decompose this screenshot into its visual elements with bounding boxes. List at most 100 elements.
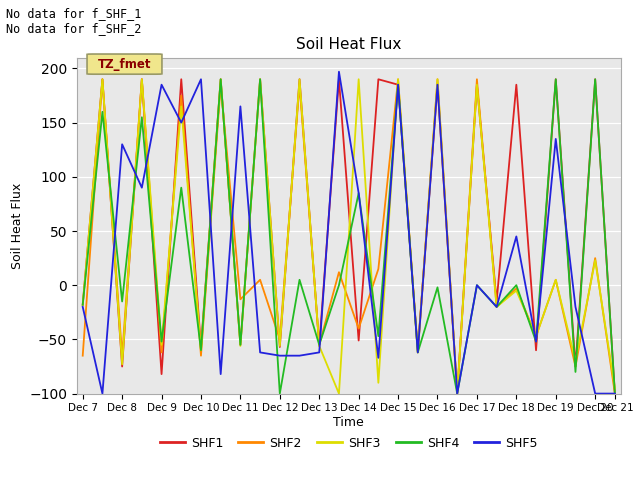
SHF2 [157,349,165,355]
SHF3 [138,76,146,82]
SHF1 [355,337,362,343]
SHF3 [217,76,225,82]
SHF5 [138,185,146,191]
FancyBboxPatch shape [87,54,162,74]
SHF2 [355,326,362,332]
SHF2 [79,353,86,359]
SHF2 [552,277,559,283]
SHF1 [316,343,323,349]
Line: SHF1: SHF1 [83,79,615,394]
SHF2 [217,82,225,87]
SHF1 [591,76,599,82]
SHF2 [532,333,540,339]
SHF1 [138,76,146,82]
SHF3 [197,348,205,353]
SHF5 [414,349,422,355]
SHF3 [316,343,323,349]
SHF2 [256,277,264,283]
SHF2 [434,76,442,82]
SHF2 [493,304,500,310]
SHF3 [296,76,303,82]
SHF1 [335,76,343,82]
SHF5 [453,391,461,396]
SHF2 [316,342,323,348]
SHF3 [157,342,165,348]
SHF4 [513,282,520,288]
SHF4 [552,76,559,82]
SHF4 [355,190,362,196]
SHF3 [276,343,284,349]
SHF4 [296,277,303,283]
SHF1 [79,302,86,308]
SHF2 [611,391,619,396]
SHF2 [394,76,402,82]
SHF4 [414,349,422,355]
SHF4 [118,299,126,304]
SHF4 [256,76,264,82]
SHF1 [453,391,461,396]
SHF4 [177,185,185,191]
SHF5 [256,349,264,355]
SHF5 [157,82,165,87]
SHF5 [513,234,520,240]
SHF4 [374,333,382,339]
SHF1 [473,82,481,87]
Title: Soil Heat Flux: Soil Heat Flux [296,37,401,52]
SHF4 [197,348,205,353]
Text: TZ_fmet: TZ_fmet [98,58,151,71]
SHF5 [276,353,284,359]
SHF3 [335,391,343,396]
SHF1 [296,76,303,82]
SHF3 [374,380,382,385]
SHF3 [493,304,500,310]
SHF3 [414,349,422,355]
SHF1 [237,342,244,348]
SHF3 [572,358,579,364]
SHF5 [493,304,500,310]
Line: SHF5: SHF5 [83,72,615,394]
SHF4 [138,114,146,120]
SHF3 [394,76,402,82]
SHF5 [296,353,303,359]
SHF1 [493,299,500,304]
SHF3 [355,76,362,82]
SHF4 [316,342,323,348]
SHF5 [394,82,402,87]
SHF5 [217,371,225,377]
SHF1 [414,348,422,353]
SHF3 [256,76,264,82]
SHF5 [197,76,205,82]
Y-axis label: Soil Heat Flux: Soil Heat Flux [10,182,24,269]
SHF5 [355,190,362,196]
SHF1 [552,76,559,82]
SHF2 [118,353,126,359]
SHF3 [177,104,185,109]
SHF5 [335,69,343,74]
SHF4 [591,76,599,82]
SHF5 [79,304,86,310]
SHF1 [394,82,402,87]
SHF2 [414,349,422,355]
SHF4 [79,302,86,308]
SHF3 [513,288,520,293]
SHF3 [434,76,442,82]
SHF1 [374,76,382,82]
SHF1 [513,82,520,87]
Line: SHF2: SHF2 [83,79,615,394]
SHF4 [157,339,165,345]
Legend: SHF1, SHF2, SHF3, SHF4, SHF5: SHF1, SHF2, SHF3, SHF4, SHF5 [155,432,543,455]
Text: No data for f_SHF_2: No data for f_SHF_2 [6,22,142,35]
SHF1 [99,76,106,82]
SHF4 [493,304,500,310]
SHF3 [532,333,540,339]
SHF1 [157,371,165,377]
Text: No data for f_SHF_1: No data for f_SHF_1 [6,7,142,20]
SHF1 [572,364,579,370]
SHF5 [532,339,540,345]
SHF3 [99,76,106,82]
SHF2 [237,297,244,302]
SHF4 [394,82,402,87]
SHF4 [572,369,579,375]
SHF3 [552,277,559,283]
SHF2 [296,82,303,87]
